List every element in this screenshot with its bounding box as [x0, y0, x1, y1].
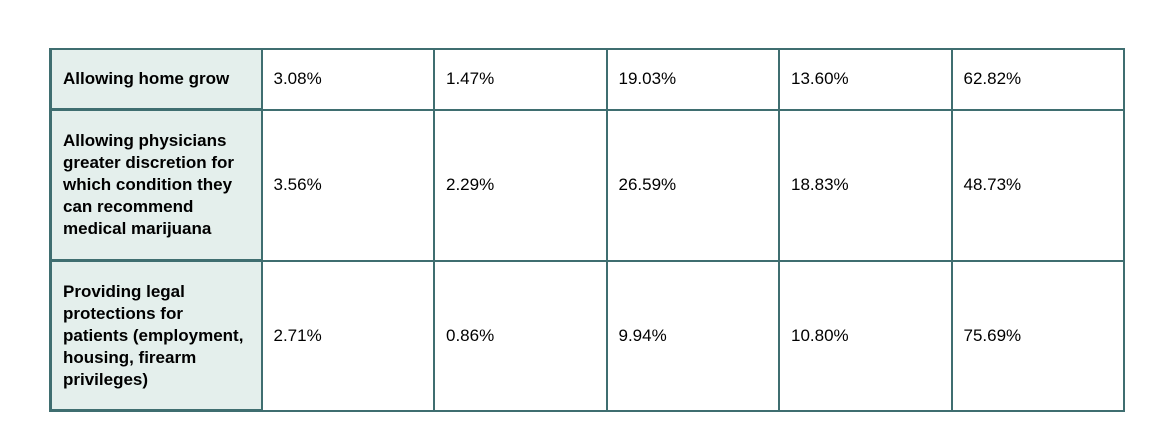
table-cell: 19.03%: [605, 48, 780, 111]
table-cell: 1.47%: [433, 48, 608, 111]
table-cell: 3.08%: [260, 48, 435, 111]
table-row: Allowing home grow 3.08% 1.47% 19.03% 13.60%…: [49, 48, 1125, 111]
table-cell: 0.86%: [433, 259, 608, 412]
table-row: Providing legal protections for patients…: [49, 259, 1125, 412]
table-cell: 18.83%: [778, 108, 953, 262]
table-cell: 75.69%: [950, 259, 1125, 412]
table-cell: 48.73%: [950, 108, 1125, 262]
table-cell: 62.82%: [950, 48, 1125, 111]
table-cell: 26.59%: [605, 108, 780, 262]
table-body: Allowing home grow 3.08% 1.47% 19.03% 13.60%…: [49, 48, 1125, 412]
table-cell: 3.56%: [260, 108, 435, 262]
table-row: Allowing physicians greater discretion f…: [49, 108, 1125, 262]
row-header: Allowing physicians greater discretion f…: [49, 108, 263, 262]
row-header: Allowing home grow: [49, 48, 263, 111]
table-cell: 13.60%: [778, 48, 953, 111]
table-cell: 10.80%: [778, 259, 953, 412]
table-cell: 9.94%: [605, 259, 780, 412]
table-cell: 2.71%: [260, 259, 435, 412]
row-header: Providing legal protections for patients…: [49, 259, 263, 412]
table-cell: 2.29%: [433, 108, 608, 262]
survey-table: Allowing home grow 3.08% 1.47% 19.03% 13.60%…: [49, 48, 1125, 412]
